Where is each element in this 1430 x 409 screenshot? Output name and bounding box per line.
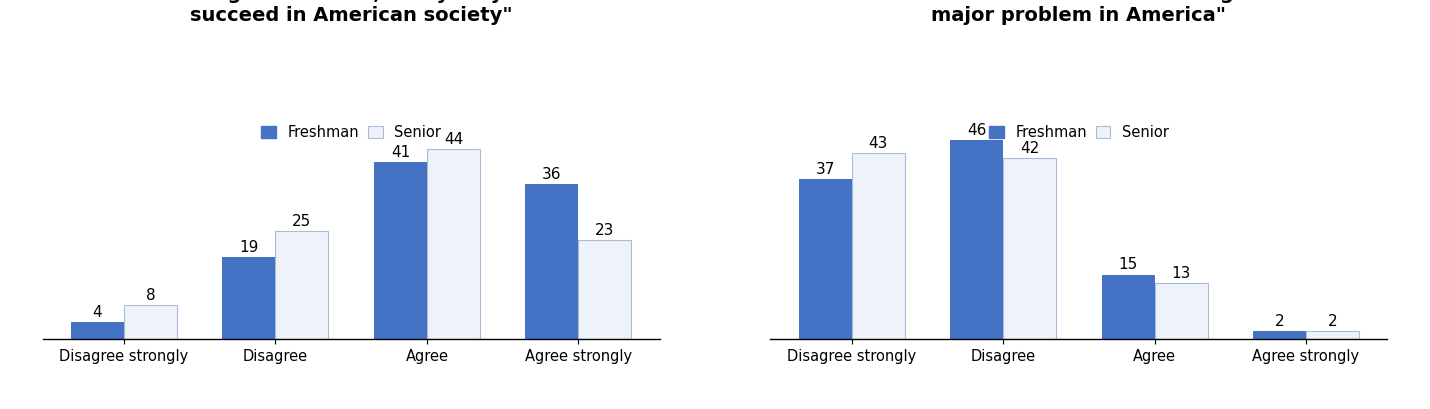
Text: 41: 41 [390,145,410,160]
Bar [1101,274,1154,339]
Legend: Freshman, Senior: Freshman, Senior [987,122,1171,143]
Text: 43: 43 [868,136,888,151]
Bar [276,231,329,339]
Bar [428,149,480,339]
Bar [1002,158,1057,339]
Bar [223,257,276,339]
Text: "Through hard work, everybody can
succeed in American society": "Through hard work, everybody can succee… [153,0,549,25]
Text: 2: 2 [1327,314,1337,329]
Text: 37: 37 [815,162,835,177]
Bar [373,162,428,339]
Text: 25: 25 [292,214,312,229]
Text: 42: 42 [1020,141,1040,155]
Text: 4: 4 [93,305,103,320]
Text: 15: 15 [1118,257,1138,272]
Text: 13: 13 [1171,266,1191,281]
Bar [798,180,851,339]
Bar [1154,283,1207,339]
Text: 46: 46 [967,123,987,138]
Bar [525,184,579,339]
Bar [72,322,124,339]
Bar [1306,331,1358,339]
Text: 36: 36 [542,166,562,182]
Text: 19: 19 [239,240,259,255]
Text: 2: 2 [1274,314,1284,329]
Bar [1253,331,1306,339]
Legend: Freshman, Senior: Freshman, Senior [259,122,443,143]
Text: 44: 44 [443,132,463,147]
Text: "Racial discrimination is no longer a
major problem in America": "Racial discrimination is no longer a ma… [881,0,1277,25]
Bar [851,153,905,339]
Bar [124,305,177,339]
Bar [579,240,632,339]
Text: 23: 23 [595,223,615,238]
Text: 8: 8 [146,288,156,303]
Bar [950,140,1002,339]
